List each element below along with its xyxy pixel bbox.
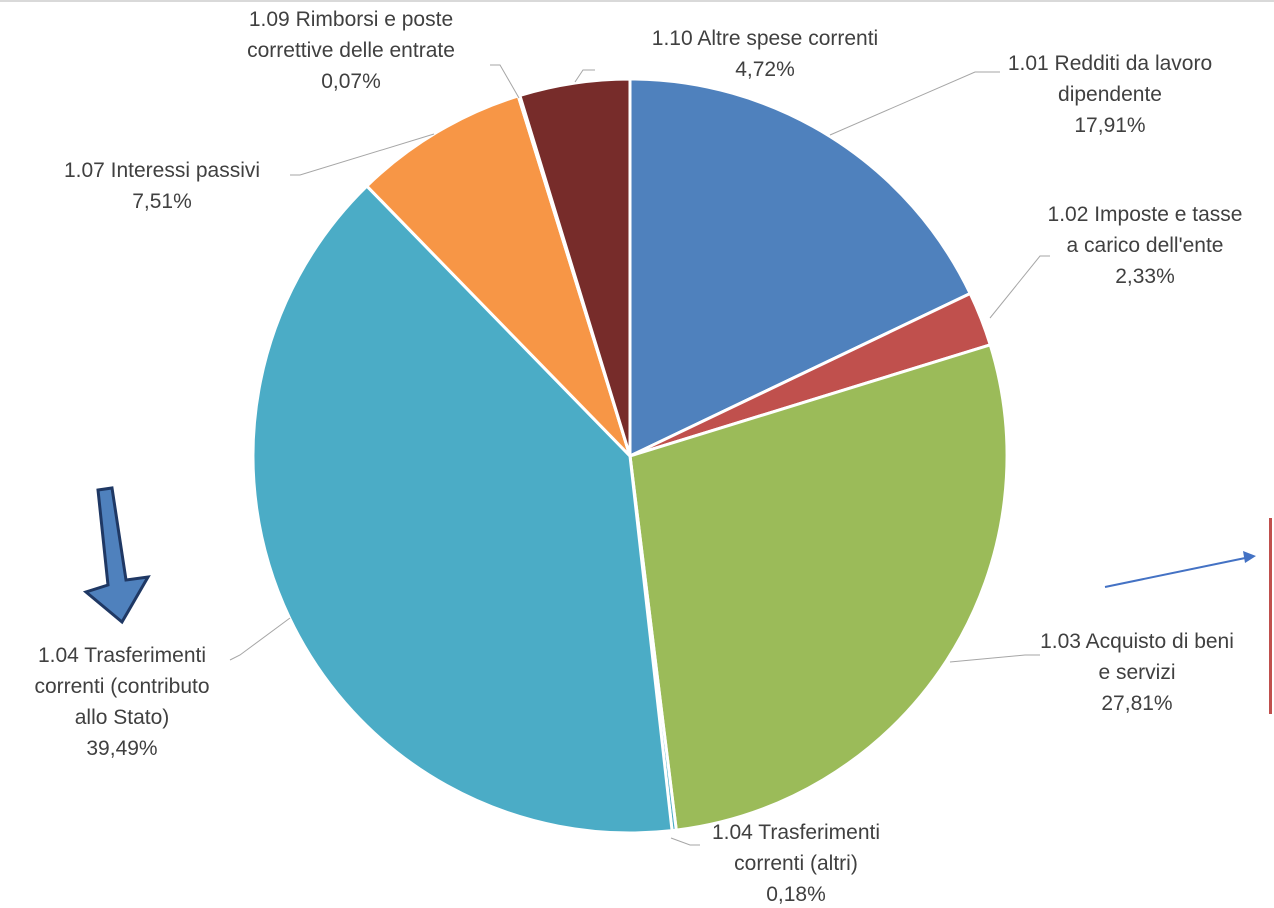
right-edge-bar (1269, 518, 1272, 714)
leader-line (949, 654, 1040, 663)
data-label: 1.07 Interessi passivi 7,51% (64, 159, 260, 213)
leader-line (490, 64, 520, 99)
leader-line (989, 255, 1050, 319)
pie-slice (251, 183, 674, 835)
data-label: 1.04 Trasferimenti correnti (contributo al… (34, 644, 209, 760)
data-label: 1.02 Imposte e tasse a carico dell'ente 2,… (1048, 203, 1243, 288)
leader-line (290, 133, 435, 176)
right-arrow-icon (1104, 556, 1251, 588)
data-label: 1.03 Acquisto di beni e servizi 27,81% (1040, 630, 1234, 715)
data-label: 1.01 Redditi da lavoro dipendente 17,91% (1008, 52, 1212, 137)
down-arrow-icon (82, 486, 151, 625)
pie-slice (364, 94, 632, 458)
pie-slice (628, 342, 1009, 832)
data-label: 1.04 Trasferimenti correnti (altri) 0,18% (712, 821, 880, 906)
data-label: 1.10 Altre spese correnti 4,72% (652, 27, 878, 81)
pie-slice (628, 77, 973, 459)
leader-line (229, 617, 291, 661)
leader-line (574, 69, 595, 83)
leader-line (829, 71, 1000, 136)
leader-line (670, 837, 700, 846)
data-label: 1.09 Rimborsi e poste correttive delle en… (247, 8, 455, 93)
pie-slice (517, 77, 632, 457)
right-arrow-head (1243, 551, 1256, 563)
top-border (0, 0, 1274, 2)
